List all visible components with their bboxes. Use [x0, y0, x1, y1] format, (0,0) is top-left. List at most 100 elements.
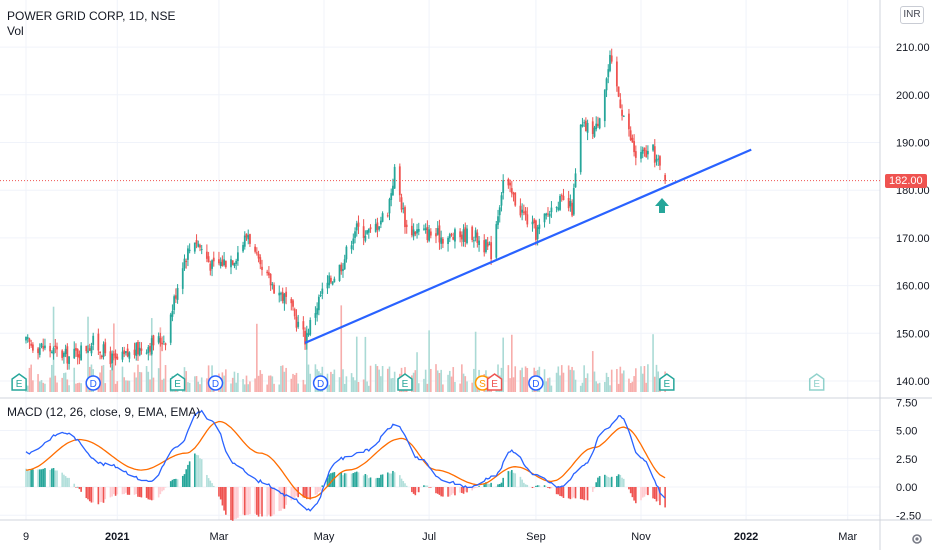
event-marker[interactable]: E [486, 373, 503, 391]
candle-body [292, 300, 294, 307]
macd-histogram-bar [510, 470, 513, 487]
event-marker[interactable]: E [397, 373, 413, 391]
candle-body [581, 124, 584, 127]
candle-body [605, 78, 608, 91]
volume-bar [616, 369, 618, 392]
candle-body [454, 229, 456, 242]
candle-body [307, 333, 310, 335]
candle-body [579, 124, 582, 173]
candle-body [535, 220, 537, 240]
candle-body [219, 261, 222, 267]
candle-body [557, 207, 560, 210]
candle-body [490, 242, 493, 260]
candle-body [485, 239, 487, 252]
volume-bar [607, 376, 610, 392]
candle-body [643, 147, 646, 151]
time-tick-label: Mar [209, 531, 228, 543]
volume-bar [304, 384, 306, 392]
macd-histogram-bar [354, 472, 356, 487]
candle-body [342, 268, 344, 271]
volume-bar [462, 373, 465, 392]
volume-bar [199, 384, 201, 392]
candle-body [393, 166, 396, 189]
macd-histogram-bar [500, 482, 503, 487]
event-marker[interactable]: E [808, 373, 825, 391]
event-marker[interactable]: D [85, 375, 101, 391]
volume-bar [340, 305, 343, 392]
volume-bar [610, 369, 613, 392]
macd-histogram-bar [604, 474, 606, 487]
volume-bar [428, 330, 430, 392]
macd-histogram-bar [390, 473, 393, 487]
candle-body [435, 233, 437, 237]
candle-body [109, 351, 112, 365]
macd-histogram-bar [647, 487, 649, 496]
volume-bar [519, 370, 522, 392]
candle-body [472, 240, 475, 242]
macd-histogram-bar [316, 487, 318, 495]
volume-bar [307, 364, 310, 392]
volume-bar [269, 375, 272, 392]
macd-histogram-bar [90, 487, 93, 503]
event-marker[interactable]: D [312, 375, 329, 391]
candle-body [502, 180, 505, 194]
macd-title: MACD (12, 26, close, 9, EMA, EMA) [7, 405, 201, 419]
event-marker[interactable]: E [169, 373, 186, 391]
volume-bar [338, 377, 341, 392]
volume-bar [237, 372, 239, 392]
candle-body [646, 150, 649, 155]
macd-histogram-bar [512, 472, 515, 487]
volume-bar [64, 372, 67, 392]
candle-body [231, 260, 234, 265]
candle-body [236, 252, 239, 262]
event-marker[interactable]: E [659, 373, 675, 391]
event-marker-shape [85, 375, 101, 391]
event-marker[interactable]: D [528, 375, 544, 391]
macd-histogram-bar [200, 459, 203, 487]
macd-histogram-bar [547, 487, 549, 488]
macd-histogram-bar [230, 487, 232, 521]
macd-histogram-bar [567, 487, 570, 499]
macd-tick-label: 2.50 [896, 454, 917, 466]
candle-body [633, 141, 636, 153]
candle-body [452, 236, 455, 240]
candle-body [317, 296, 320, 311]
macd-histogram-bar [30, 469, 32, 487]
macd-histogram-bar [111, 487, 113, 497]
currency-button[interactable]: INR [900, 6, 924, 24]
volume-bar [378, 369, 380, 392]
candle-body [221, 259, 224, 266]
candle-body [641, 149, 644, 154]
volume-bar [76, 383, 79, 392]
macd-histogram-bar [56, 470, 58, 487]
macd-histogram-bar [424, 485, 427, 487]
macd-histogram-bar [628, 487, 630, 490]
macd-histogram-bar [536, 485, 539, 487]
candle-body [188, 249, 191, 252]
macd-histogram-bar [161, 487, 163, 492]
candle-body [390, 193, 393, 200]
event-marker[interactable]: D [207, 375, 224, 391]
candle-body [218, 259, 220, 264]
volume-bar [163, 378, 165, 392]
candle-body [412, 229, 415, 237]
volume-bar [509, 378, 511, 392]
volume-bar [195, 376, 198, 392]
candle-body [417, 228, 420, 232]
volume-bar [145, 366, 148, 392]
macd-histogram-bar [548, 487, 551, 489]
macd-histogram-bar [557, 487, 560, 495]
settings-icon[interactable] [910, 532, 924, 546]
volume-bar [331, 373, 334, 392]
macd-histogram-bar [573, 487, 575, 498]
candle-body [414, 231, 417, 235]
macd-histogram-bar [426, 485, 429, 487]
candle-body [498, 207, 501, 216]
volume-bar [362, 379, 365, 392]
volume-bar [254, 378, 256, 392]
macd-histogram-bar [295, 487, 298, 496]
candle-body [533, 219, 536, 224]
candle-body [655, 159, 658, 162]
event-marker[interactable]: E [11, 373, 27, 391]
